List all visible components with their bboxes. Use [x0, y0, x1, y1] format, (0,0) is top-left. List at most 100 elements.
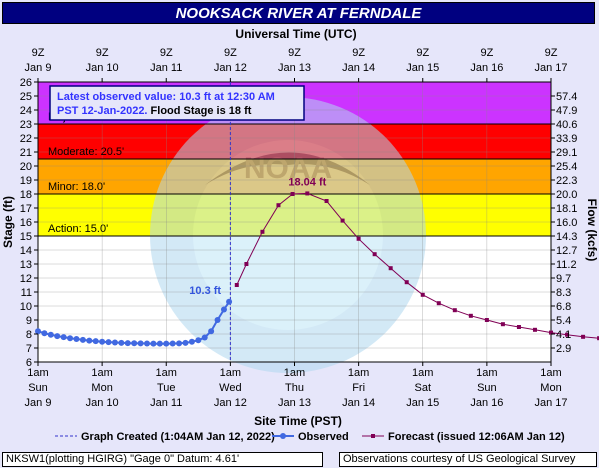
- y-tick-label: 14: [20, 245, 32, 257]
- legend-observed-marker: [280, 433, 286, 439]
- top-tick-label-date: Jan 13: [278, 62, 311, 74]
- y2-tick-label: 20.0: [556, 189, 577, 201]
- noaa-watermark: NOAA: [150, 97, 426, 373]
- forecast-point: [234, 283, 239, 287]
- top-tick-label-date: Jan 9: [25, 62, 52, 74]
- bottom-tick-label: Tue: [157, 382, 176, 394]
- chart-title: NOOKSACK RIVER AT FERNDALE: [2, 2, 595, 24]
- axes-layer: 6 7 8 9 10 11 12 13 14 15 16 17 18 19 20 21 22 23 24 25 26 2.…: [20, 47, 578, 409]
- top-tick-label-date: Jan 10: [86, 62, 119, 74]
- bottom-tick-label: 1am: [412, 367, 433, 379]
- forecast-point: [356, 236, 361, 241]
- top-tick-label-time: 9Z: [288, 47, 301, 59]
- y2-tick-label: 18.1: [556, 203, 577, 215]
- forecast-point: [290, 192, 295, 196]
- y-tick-label: 26: [20, 77, 32, 89]
- y-axis-title: Stage (ft): [1, 196, 15, 248]
- forecast-point: [388, 266, 393, 271]
- legend-created-label: Graph Created (1:04AM Jan 12, 2022): [81, 431, 275, 443]
- legend: Graph Created (1:04AM Jan 12, 2022) Obse…: [55, 431, 565, 443]
- top-tick-label-time: 9Z: [96, 47, 109, 59]
- bottom-tick-label: 1am: [91, 367, 112, 379]
- top-tick-label-time: 9Z: [352, 47, 365, 59]
- bottom-tick-label: 1am: [27, 367, 48, 379]
- observed-point: [131, 340, 138, 347]
- observed-point: [208, 328, 215, 335]
- legend-forecast-label: Forecast (issued 12:06AM Jan 12): [388, 431, 565, 443]
- bottom-tick-label: Jan 14: [342, 397, 375, 409]
- y2-tick-label: 47.9: [556, 105, 577, 117]
- watermark-text: NOAA: [244, 152, 332, 185]
- top-tick-label-date: Jan 16: [470, 62, 503, 74]
- observed-point: [54, 333, 61, 340]
- footer-source: Observations courtesy of US Geological S…: [339, 452, 597, 467]
- observed-point: [41, 330, 48, 337]
- forecast-point: [436, 301, 441, 306]
- bottom-tick-label: Jan 12: [214, 397, 247, 409]
- forecast-point: [372, 252, 377, 257]
- forecast-point: [581, 334, 586, 339]
- forecast-point: [260, 229, 265, 234]
- observed-point: [150, 340, 157, 347]
- footer-gage-info: NKSW1(plotting HGIRG) "Gage 0" Datum: 4.…: [2, 452, 323, 467]
- observed-point: [118, 339, 125, 346]
- observed-point: [214, 317, 221, 323]
- bottom-tick-label: Thu: [285, 382, 304, 394]
- y-tick-label: 18: [20, 189, 32, 201]
- bottom-tick-label: Jan 17: [534, 397, 567, 409]
- observed-point: [60, 334, 67, 341]
- bottom-tick-label: Mon: [540, 382, 561, 394]
- y-tick-label: 8: [26, 329, 32, 341]
- band-label-moderate: Moderate: 20.5': [48, 146, 124, 158]
- observed-point: [137, 340, 144, 347]
- forecast-peak-label: 18.04 ft: [288, 176, 326, 188]
- y-tick-label: 17: [20, 203, 32, 215]
- y2-tick-label: 9.7: [556, 273, 571, 285]
- info-line-2-flood: Flood Stage is 18 ft: [148, 105, 252, 117]
- forecast-point: [244, 262, 249, 266]
- bottom-tick-label: 1am: [348, 367, 369, 379]
- observed-point: [176, 340, 183, 347]
- observed-point: [92, 338, 99, 345]
- forecast-point: [516, 325, 521, 329]
- forecast-point: [532, 327, 537, 332]
- y2-tick-label: 6.8: [556, 301, 571, 313]
- bottom-tick-label: Sun: [28, 382, 48, 394]
- bottom-tick-label: Jan 16: [470, 397, 503, 409]
- observed-point: [144, 340, 151, 347]
- observed-point: [182, 339, 189, 346]
- y2-tick-label: 2.9: [556, 343, 571, 355]
- forecast-point: [305, 191, 310, 196]
- top-tick-label-date: Jan 11: [150, 62, 182, 74]
- forecast-point: [468, 313, 473, 318]
- forecast-point: [276, 203, 281, 208]
- bottom-tick-label: Mon: [91, 382, 112, 394]
- y2-tick-label: 57.4: [556, 91, 577, 103]
- info-line-1: Latest observed value: 10.3 ft at 12:30 …: [57, 91, 275, 103]
- top-tick-label-date: Jan 17: [534, 62, 567, 74]
- observed-point: [201, 334, 208, 341]
- forecast-point: [565, 332, 570, 337]
- band-label-minor: Minor: 18.0': [48, 181, 105, 193]
- forecast-point: [549, 330, 553, 335]
- observed-point: [105, 339, 112, 346]
- y-tick-label: 25: [20, 91, 32, 103]
- observed-point: [111, 339, 118, 346]
- series-layer: 10.3 ft 18.04 ft: [35, 176, 599, 347]
- top-tick-label-date: Jan 12: [214, 62, 247, 74]
- top-tick-label-date: Jan 14: [342, 62, 375, 74]
- forecast-point: [340, 218, 345, 223]
- y2-tick-label: 12.7: [556, 245, 577, 257]
- info-line-2-date: PST 12-Jan-2022.: [57, 105, 148, 117]
- y-tick-label: 11: [21, 287, 32, 299]
- bottom-tick-label: 1am: [156, 367, 177, 379]
- y2-tick-label: 29.1: [556, 147, 577, 159]
- y2-axis-title: Flow (kcfs): [585, 199, 599, 262]
- forecast-point: [452, 308, 457, 313]
- y-tick-label: 13: [20, 259, 32, 271]
- bottom-tick-label: 1am: [476, 367, 497, 379]
- bottom-tick-label: Jan 9: [25, 397, 52, 409]
- forecast-point: [484, 318, 489, 322]
- legend-forecast-marker: [371, 434, 375, 438]
- bottom-tick-label: Wed: [219, 382, 241, 394]
